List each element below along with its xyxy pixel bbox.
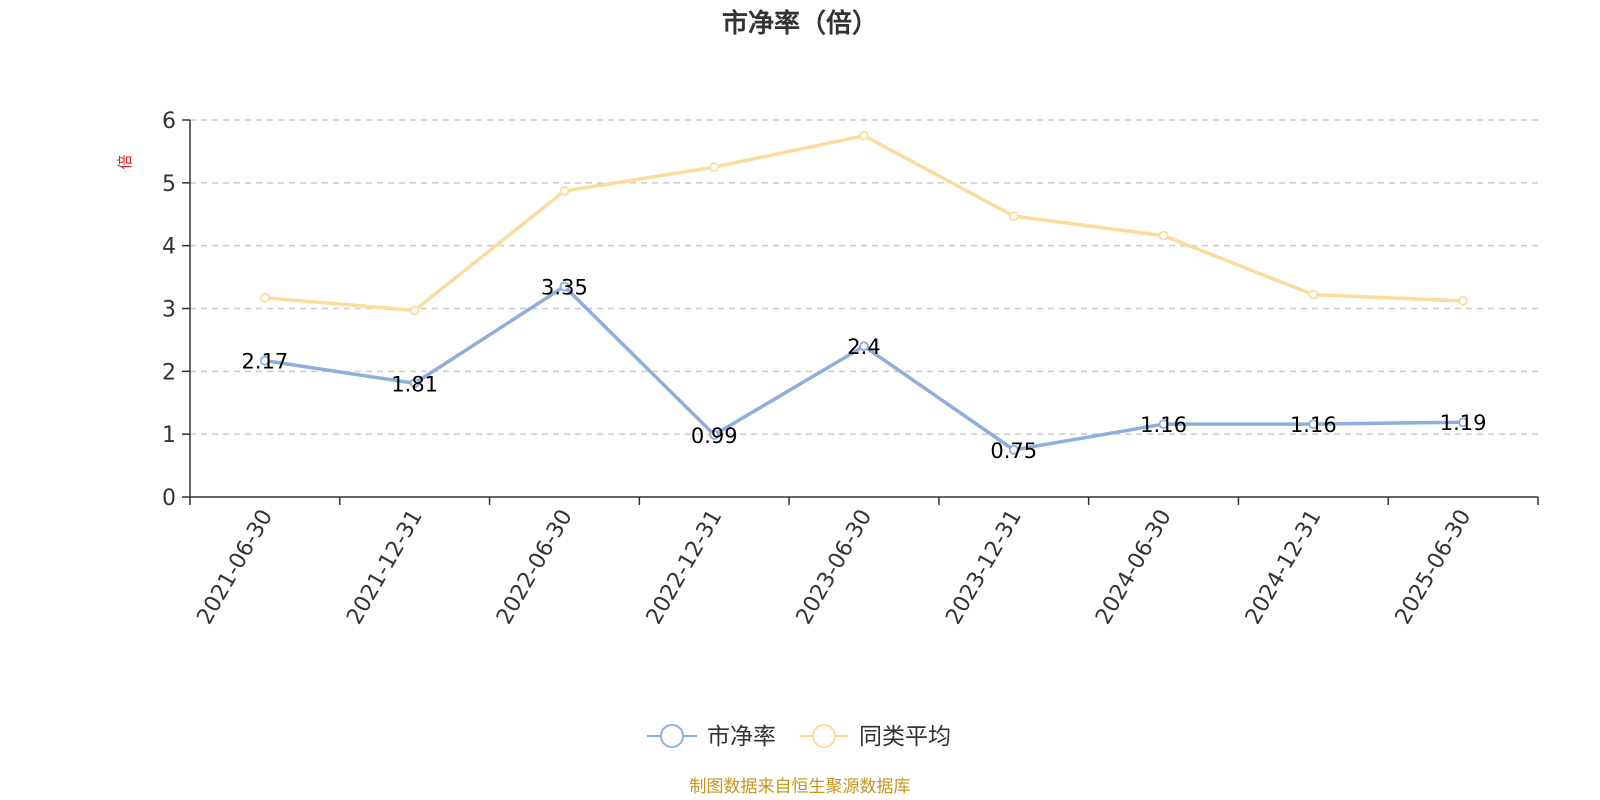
data-point[interactable]: [1008, 211, 1019, 222]
legend-marker-icon: [812, 724, 836, 748]
data-point[interactable]: [1158, 230, 1169, 241]
data-label: 2.17: [242, 350, 289, 374]
data-point[interactable]: [1008, 444, 1019, 455]
x-tick-label: 2023-12-31: [941, 506, 1027, 629]
data-point[interactable]: [409, 305, 420, 316]
data-point[interactable]: [709, 162, 720, 173]
data-label: 3.35: [541, 276, 588, 300]
series-line-1: [264, 133, 1464, 313]
legend[interactable]: 市净率 同类平均: [647, 724, 951, 750]
x-tick-label: 2022-06-30: [492, 506, 578, 629]
data-label: 2.4: [847, 335, 880, 359]
data-point[interactable]: [859, 130, 869, 141]
x-tick-label: 2025-06-30: [1391, 506, 1477, 629]
data-label: 0.99: [691, 424, 738, 448]
legend-item-0[interactable]: 市净率: [647, 724, 776, 750]
data-label: 1.16: [1290, 413, 1337, 437]
legend-marker-icon: [660, 724, 684, 748]
data-label: 0.75: [990, 439, 1037, 463]
data-point[interactable]: [559, 186, 570, 196]
data-labels: 2.17 1.81 3.35 0.99 2.4 0.75 1.16 1.16 1.19: [242, 276, 1487, 463]
legend-label: 市净率: [707, 724, 776, 750]
data-point[interactable]: [1308, 419, 1319, 430]
legend-label: 同类平均: [859, 724, 951, 750]
data-point[interactable]: [1458, 296, 1469, 306]
y-tick-label: 0: [162, 486, 176, 511]
series: [259, 130, 1469, 455]
y-tick-label: 2: [162, 360, 176, 385]
data-point[interactable]: [259, 355, 270, 366]
legend-item-1[interactable]: 同类平均: [799, 724, 951, 750]
x-tick-label: 2022-12-31: [642, 506, 728, 629]
source-note: 制图数据来自恒生聚源数据库: [690, 777, 911, 797]
x-tick-label: 2024-12-31: [1241, 506, 1327, 629]
series-line-0: [264, 284, 1464, 452]
data-point[interactable]: [259, 292, 270, 303]
x-tick-label: 2021-12-31: [342, 505, 428, 628]
data-point[interactable]: [1158, 419, 1169, 430]
data-point[interactable]: [1458, 417, 1469, 428]
y-tick-label: 3: [162, 298, 176, 323]
y-tick-label: 6: [162, 109, 176, 134]
data-point[interactable]: [1308, 289, 1319, 300]
y-axis-label: 倍: [116, 154, 134, 169]
x-tick-label: 2021-06-30: [193, 506, 279, 629]
data-label: 1.19: [1440, 411, 1487, 435]
y-tick-label: 4: [162, 235, 176, 260]
data-point[interactable]: [409, 378, 420, 389]
y-tick-label: 1: [162, 423, 176, 448]
data-label: 1.81: [391, 372, 438, 396]
y-tick-label: 5: [162, 172, 176, 197]
data-point[interactable]: [859, 341, 869, 352]
x-tick-label: 2024-06-30: [1091, 506, 1177, 629]
axes: 0 1 2 3 4 5 6 2021-06-30 2021-12-31 2022-06-30 202…: [162, 109, 1539, 629]
chart-title: 市净率（倍）: [722, 8, 878, 39]
data-point[interactable]: [709, 429, 720, 440]
data-label: 1.16: [1140, 413, 1187, 437]
x-tick-label: 2023-06-30: [792, 506, 878, 629]
data-point[interactable]: [559, 281, 570, 292]
